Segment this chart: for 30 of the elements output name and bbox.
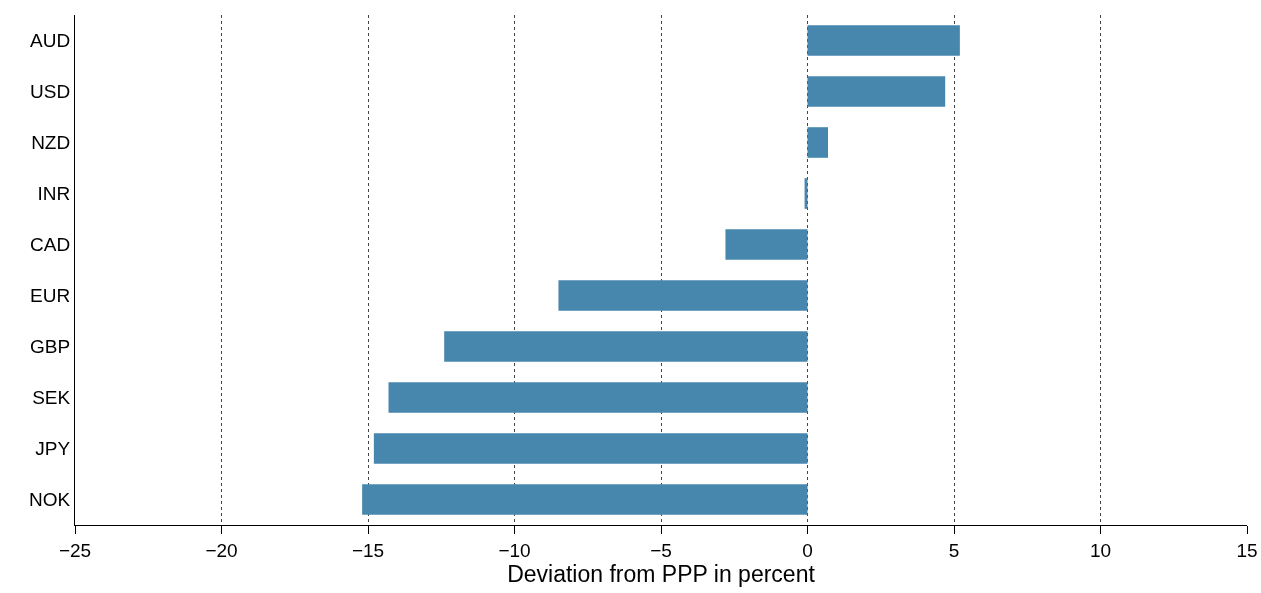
bar — [804, 178, 808, 209]
x-axis-title: Deviation from PPP in percent — [507, 560, 816, 587]
x-tick-label: −25 — [58, 539, 92, 561]
x-tick-label: 15 — [1236, 539, 1258, 561]
y-tick-label: GBP — [30, 336, 71, 358]
bar — [807, 127, 829, 158]
y-tick-label: NOK — [29, 489, 71, 511]
x-tick-label: −20 — [205, 539, 238, 561]
bar — [444, 331, 808, 362]
y-tick-label: USD — [30, 81, 71, 103]
bar — [373, 433, 808, 464]
y-tick-label: INR — [37, 183, 71, 205]
bar — [725, 229, 808, 260]
bar — [558, 280, 808, 311]
y-tick-label: EUR — [30, 285, 71, 307]
x-tick-label: −10 — [498, 539, 531, 561]
bar — [807, 25, 960, 56]
x-tick-label: −15 — [351, 539, 385, 561]
bar — [362, 484, 808, 515]
x-tick-label: 0 — [802, 539, 813, 561]
y-tick-label: CAD — [30, 234, 71, 256]
y-tick-label: SEK — [32, 387, 71, 409]
x-tick-label: 10 — [1089, 539, 1112, 561]
y-tick-label: NZD — [31, 132, 71, 154]
bar — [807, 76, 946, 107]
x-tick-label: −5 — [650, 539, 672, 561]
y-tick-label: AUD — [30, 30, 71, 52]
bar — [388, 382, 808, 413]
y-tick-label: JPY — [35, 438, 71, 460]
x-tick-label: 5 — [948, 539, 960, 561]
